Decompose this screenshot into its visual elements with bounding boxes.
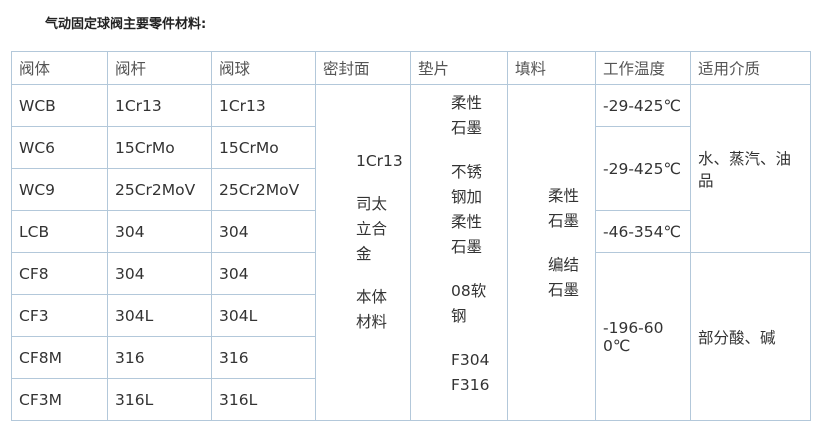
body-cell: WCB [11,84,108,127]
body-cell: WC9 [11,168,108,211]
stem-cell: 25Cr2MoV [107,168,212,211]
body-cell: CF8 [11,252,108,295]
sealing-text: 金 [356,245,372,263]
temp-cell: -196-60 0℃ [595,252,691,421]
packing-text: 编结 [548,256,580,274]
sealing-text: 本体 [356,288,388,306]
temp-text: -196-60 [603,318,664,337]
header-cell: 阀体 [11,51,108,85]
stem-cell: 304 [107,210,212,253]
sealing-text: 司太 [356,195,388,213]
temp-cell: -46-354℃ [595,210,691,253]
packing-text: 石墨 [548,281,580,299]
page-title: 气动固定球阀主要零件材料: [45,17,207,32]
gasket-text: 石墨 [451,119,483,137]
ball-cell: 1Cr13 [211,84,316,127]
table-row: CF8M 316 316 [11,336,811,379]
table-row: CF3 304L 304L [11,294,811,337]
sealing-cell: 1Cr13 司太 立合 金 本体 材料 [315,84,411,421]
gasket-text: 柔性 [451,94,483,112]
stem-cell: 316L [107,378,212,421]
body-cell: CF3M [11,378,108,421]
packing-text: 柔性 [548,187,580,205]
table-row: WCB 1Cr13 1Cr13 1Cr13 司太 立合 金 本体 材料 柔性 石… [11,84,811,421]
body-cell: LCB [11,210,108,253]
packing-text: 石墨 [548,212,580,230]
header-row: 阀体 阀杆 阀球 密封面 垫片 填料 工作温度 适用介质 [11,51,811,85]
ball-cell: 25Cr2MoV [211,168,316,211]
sealing-text: 1Cr13 [356,152,403,170]
body-cell: WC6 [11,126,108,169]
temp-cell: -29-425℃ [595,84,691,127]
header-cell: 垫片 [410,51,508,85]
body-cell: CF3 [11,294,108,337]
ball-cell: 316L [211,378,316,421]
ball-cell: 304L [211,294,316,337]
table-row: CF8 304 304 -196-60 0℃ 部分酸、碱 [11,252,811,421]
gasket-text: 钢 [451,307,467,325]
gasket-text: 不锈 [451,163,483,181]
stem-cell: 304 [107,252,212,295]
table-row: WC9 25Cr2MoV 25Cr2MoV [11,168,811,211]
media-cell: 水、蒸汽、油 品 [690,84,811,253]
gasket-text: F316 [451,376,490,394]
table-row: WC6 15CrMo 15CrMo -29-425℃ [11,126,811,211]
stem-cell: 1Cr13 [107,84,212,127]
gasket-text: 石墨 [451,238,483,256]
stem-cell: 316 [107,336,212,379]
table-row: LCB 304 304 -46-354℃ [11,210,811,253]
materials-table: 阀体 阀杆 阀球 密封面 垫片 填料 工作温度 适用介质 WCB 1Cr13 1… [11,51,811,421]
sealing-text: 立合 [356,220,388,238]
ball-cell: 304 [211,210,316,253]
ball-cell: 316 [211,336,316,379]
temp-cell: -29-425℃ [595,126,691,211]
body-cell: CF8M [11,336,108,379]
ball-cell: 15CrMo [211,126,316,169]
media-text: 水、蒸汽、油 [698,149,792,168]
stem-cell: 304L [107,294,212,337]
ball-cell: 304 [211,252,316,295]
header-cell: 阀杆 [107,51,212,85]
packing-cell: 柔性 石墨 编结 石墨 [507,84,596,421]
header-cell: 适用介质 [690,51,811,85]
gasket-text: 08软 [451,282,487,300]
header-cell: 阀球 [211,51,316,85]
table-row: CF3M 316L 316L [11,378,811,421]
gasket-text: 柔性 [451,213,483,231]
gasket-text: F304 [451,351,490,369]
header-cell: 密封面 [315,51,411,85]
header-cell: 填料 [507,51,596,85]
temp-text: 0℃ [603,336,631,355]
header-cell: 工作温度 [595,51,691,85]
gasket-cell: 柔性 石墨 不锈 钢加 柔性 石墨 08软 钢 F304 F316 [410,84,508,421]
sealing-text: 材料 [356,313,388,331]
media-text: 品 [698,171,714,190]
media-cell: 部分酸、碱 [690,252,811,421]
gasket-text: 钢加 [451,188,483,206]
stem-cell: 15CrMo [107,126,212,169]
